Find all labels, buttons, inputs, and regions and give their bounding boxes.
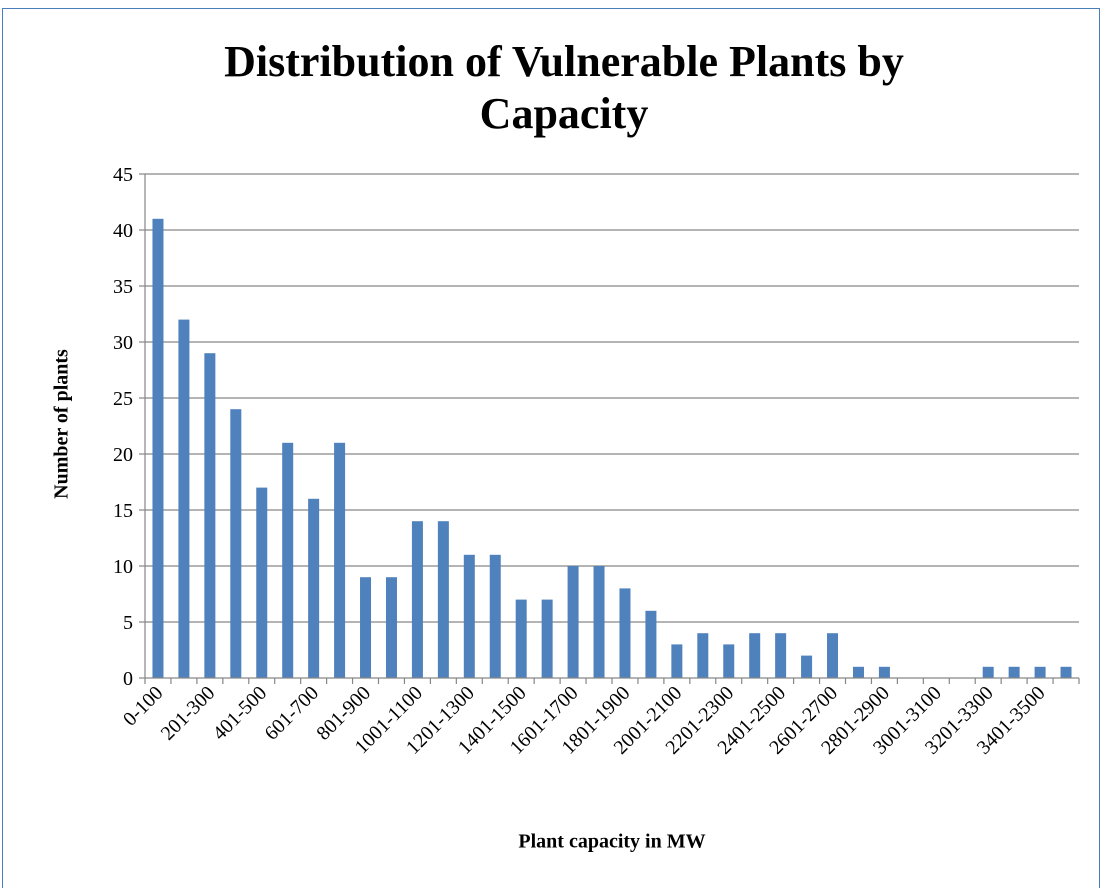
- bar-1001-1100: [411, 521, 423, 678]
- bars: [152, 218, 1072, 679]
- x-tick-labels: 0-100201-300401-500601-700801-9001001-11…: [119, 682, 1050, 759]
- bar-701-800: [334, 442, 346, 678]
- bar-1901-2000: [645, 610, 657, 678]
- bar-2701-2800: [852, 666, 864, 678]
- y-tick-labels: 0 5 10 15 20 25 30 35 40 45: [113, 164, 133, 690]
- gridlines: [145, 173, 1079, 623]
- y-tick-label: 25: [113, 388, 133, 410]
- bar-2301-2400: [749, 633, 761, 678]
- bar-901-1000: [385, 577, 397, 678]
- bar-801-900: [360, 577, 372, 678]
- y-tick-label: 15: [113, 500, 133, 522]
- chart-title-line-1: Distribution of Vulnerable Plants by: [224, 37, 904, 86]
- bar-1101-1200: [437, 521, 449, 678]
- chart-title: Distribution of Vulnerable Plants by Cap…: [0, 36, 1102, 140]
- y-tick-label: 5: [123, 612, 133, 634]
- bar-301-400: [230, 409, 242, 678]
- bar-1501-1600: [541, 599, 553, 678]
- bar-101-200: [178, 319, 190, 678]
- bar-1301-1400: [489, 554, 501, 678]
- bar-1801-1900: [619, 588, 631, 678]
- y-tick-label: 10: [113, 556, 133, 578]
- bar-2401-2500: [775, 633, 787, 678]
- bar-1401-1500: [515, 599, 527, 678]
- y-tick-label: 45: [113, 164, 133, 186]
- y-tick-label: 35: [113, 276, 133, 298]
- bar-3301-3400: [1008, 666, 1020, 678]
- bar-1601-1700: [567, 566, 579, 678]
- chart-frame: [2, 8, 1100, 888]
- bar-3501-3600: [1060, 666, 1072, 678]
- x-tick-label: 401-500: [209, 682, 272, 745]
- axes: [139, 173, 1080, 684]
- bar-201-300: [204, 353, 216, 678]
- x-axis-label: Plant capacity in MW: [518, 830, 706, 853]
- y-tick-label: 0: [123, 668, 133, 690]
- bar-2001-2100: [671, 644, 683, 678]
- y-tick-label: 30: [113, 332, 133, 354]
- bar-1701-1800: [593, 566, 605, 678]
- bar-2601-2700: [827, 633, 839, 678]
- y-tick-label: 20: [113, 444, 133, 466]
- bar-2501-2600: [801, 655, 813, 678]
- bar-601-700: [308, 498, 320, 678]
- y-tick-label: 40: [113, 220, 133, 242]
- bar-3401-3500: [1034, 666, 1046, 678]
- x-tick-label: 601-700: [260, 682, 323, 745]
- bar-0-100: [152, 218, 164, 679]
- bar-3201-3300: [982, 666, 994, 678]
- bar-2201-2300: [723, 644, 735, 678]
- bar-2801-2900: [878, 666, 890, 678]
- bar-2101-2200: [697, 633, 709, 678]
- bar-501-600: [282, 442, 294, 678]
- x-tick-label: 201-300: [157, 682, 220, 745]
- chart-title-line-2: Capacity: [479, 89, 649, 138]
- bar-401-500: [256, 487, 268, 678]
- bar-1201-1300: [463, 554, 475, 678]
